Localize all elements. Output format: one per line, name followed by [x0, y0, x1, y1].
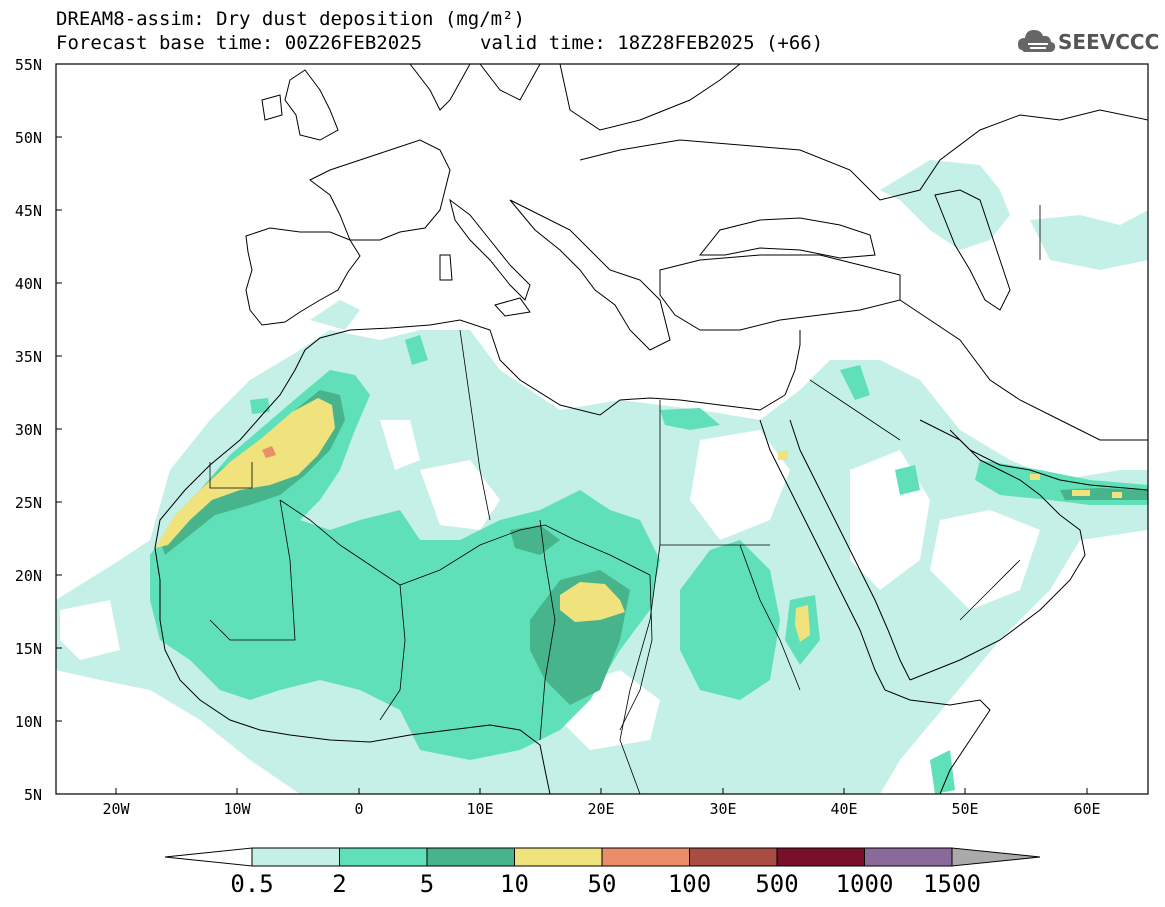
lon-label: 20W: [102, 800, 130, 818]
colorbar-label: 50: [587, 870, 617, 898]
lon-label: 60E: [1073, 800, 1101, 818]
lat-label: 25N: [14, 494, 42, 512]
valid-time: valid time: 18Z28FEB2025 (+66): [480, 32, 824, 54]
lon-label: 0: [354, 800, 364, 818]
lon-label: 40E: [830, 800, 858, 818]
axis-ticks: [56, 136, 1088, 794]
lat-label: 5N: [23, 786, 42, 804]
colorbar-label: 100: [667, 870, 712, 898]
logo-text: SEEVCCC: [1058, 30, 1160, 54]
contour-level-4: [155, 398, 1122, 642]
cloud-icon: [1018, 30, 1056, 52]
lat-label: 55N: [14, 56, 42, 74]
colorbar-label: 1500: [923, 870, 981, 898]
lon-label: 10E: [466, 800, 494, 818]
lat-label: 50N: [14, 129, 42, 147]
lat-label: 20N: [14, 567, 42, 585]
lat-label: 10N: [14, 713, 42, 731]
lat-label: 30N: [14, 421, 42, 439]
colorbar-label: 0.5: [230, 870, 274, 898]
lon-label: 20E: [587, 800, 615, 818]
lon-label: 10W: [223, 800, 251, 818]
lat-label: 15N: [14, 640, 42, 658]
colorbar-label: 1000: [835, 870, 894, 898]
colorbar-label: 5: [419, 870, 435, 898]
coastlines: [154, 64, 1148, 794]
colorbar-label: 2: [332, 870, 347, 898]
lat-label: 35N: [14, 348, 42, 366]
lat-label: 40N: [14, 275, 42, 293]
country-borders: [209, 205, 1041, 794]
colorbar-label: 500: [755, 870, 799, 898]
contour-level-5: [262, 446, 276, 458]
forecast-base-time: Forecast base time: 00Z26FEB2025: [56, 32, 423, 54]
lon-label: 30E: [709, 800, 737, 818]
lon-label: 50E: [951, 800, 979, 818]
colorbar-label: 10: [500, 870, 529, 898]
map-title: DREAM8-assim: Dry dust deposition (mg/m²…: [56, 8, 525, 30]
lat-label: 45N: [14, 202, 42, 220]
